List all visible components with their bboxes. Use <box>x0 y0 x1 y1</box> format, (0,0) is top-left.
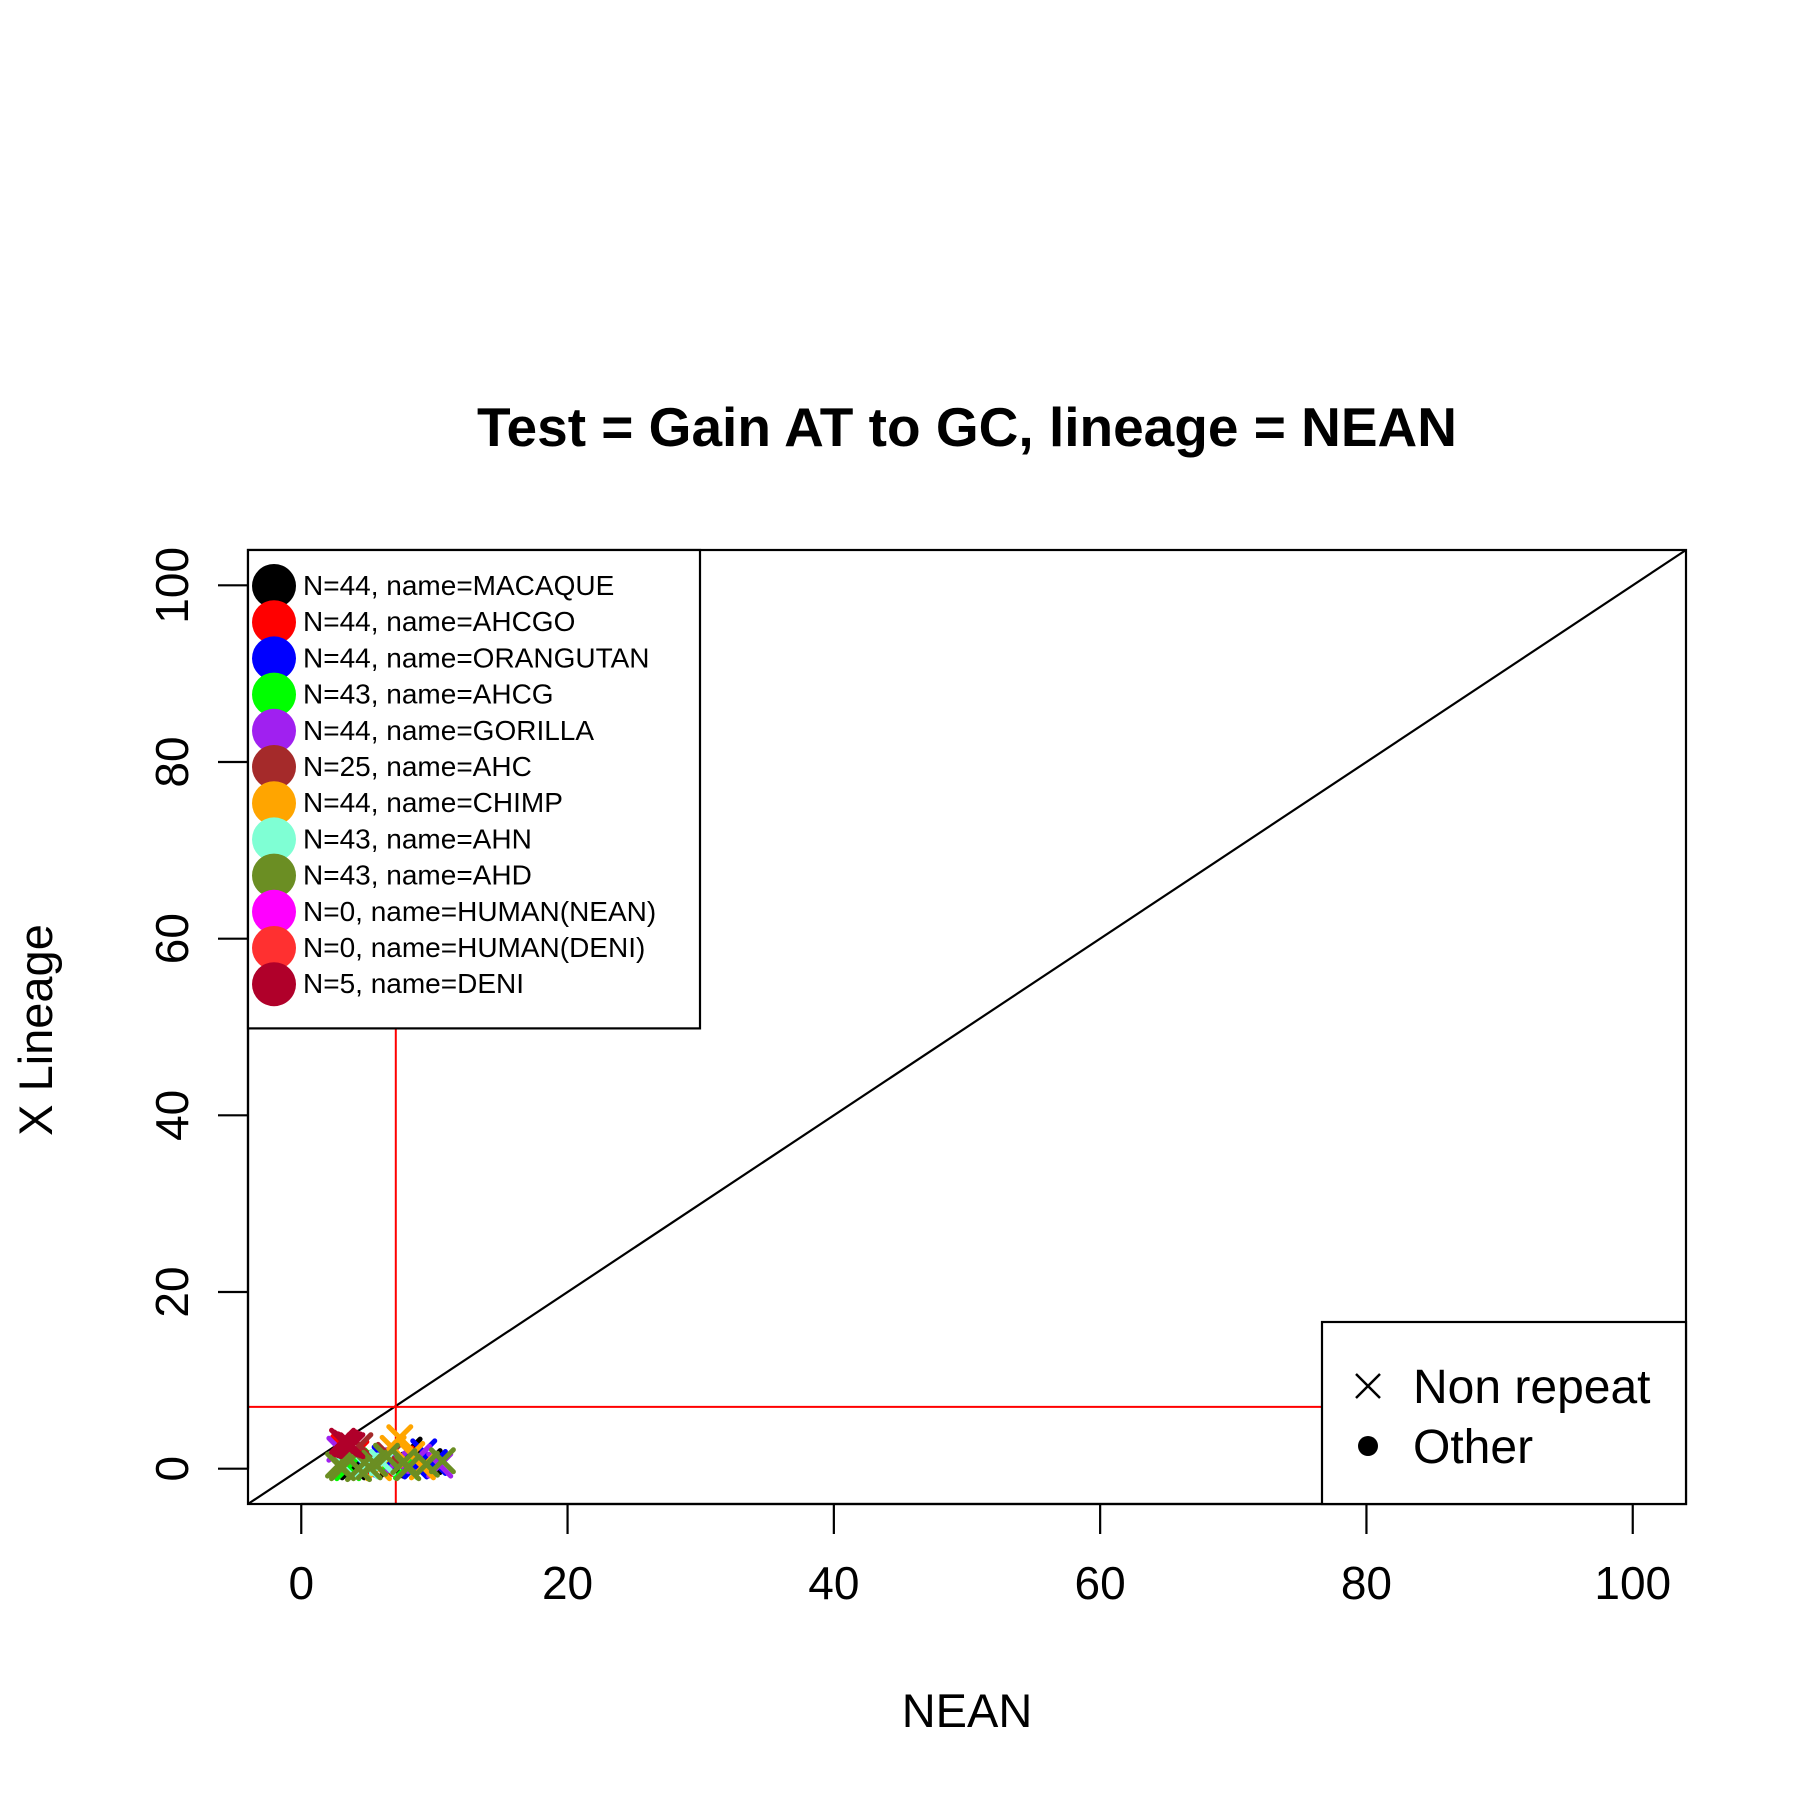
legend-swatch <box>252 853 296 898</box>
chart-title: Test = Gain AT to GC, lineage = NEAN <box>477 396 1457 458</box>
legend-label: N=44, name=CHIMP <box>303 787 563 818</box>
legend-swatch <box>252 636 296 681</box>
legend-swatch <box>252 564 296 608</box>
legend-swatch <box>252 817 296 862</box>
x-tick-label: 60 <box>1075 1557 1126 1609</box>
diagonal-line <box>247 549 1687 1505</box>
y-tick-label: 100 <box>146 547 198 624</box>
legend-label: N=44, name=ORANGUTAN <box>303 642 650 673</box>
legend-label: N=44, name=AHCGO <box>303 606 575 637</box>
legend-label: N=43, name=AHCG <box>303 679 554 710</box>
point-stroke <box>428 1447 456 1475</box>
shape-legend-box <box>1320 1320 1688 1506</box>
point-stroke <box>325 1451 353 1479</box>
y-tick-label: 80 <box>146 736 198 787</box>
legend-label: N=44, name=GORILLA <box>303 715 594 746</box>
symbol-stroke <box>1355 1373 1381 1399</box>
x-tick-label: 20 <box>542 1557 593 1609</box>
axes: 0 20 40 60 80 100 0 20 40 60 80 100 <box>146 547 1688 1609</box>
shape-legend-label: Other <box>1413 1421 1533 1474</box>
x-tick-label: 0 <box>288 1557 314 1609</box>
data-point <box>355 1453 383 1481</box>
shape-legend: Non repeat Other <box>1320 1320 1688 1506</box>
data-point <box>338 1432 366 1460</box>
x-tick-label: 80 <box>1341 1557 1392 1609</box>
legend-label: N=0, name=HUMAN(DENI) <box>303 932 645 963</box>
legend-label: N=44, name=MACAQUE <box>303 570 614 601</box>
shape-legend-label: Non repeat <box>1413 1361 1651 1414</box>
point-stroke <box>394 1454 422 1482</box>
legend-label: N=25, name=AHC <box>303 751 532 782</box>
legend-label: N=43, name=AHN <box>303 823 532 854</box>
legend-swatch <box>252 745 296 789</box>
legend-swatch <box>252 672 296 717</box>
data-point <box>412 1450 440 1478</box>
legend-swatch <box>252 889 296 934</box>
x-tick-label: 40 <box>808 1557 859 1609</box>
legend-swatch <box>252 962 296 1007</box>
y-tick-label: 60 <box>146 913 198 964</box>
y-axis-label: X Lineage <box>9 924 62 1136</box>
y-tick-label: 40 <box>146 1090 198 1141</box>
legend-label: N=43, name=AHD <box>303 860 532 891</box>
data-points <box>325 1424 456 1483</box>
dot-symbol-icon <box>1358 1436 1378 1456</box>
point-stroke <box>333 1430 361 1458</box>
data-point <box>325 1451 353 1479</box>
x-axis-label: NEAN <box>902 1684 1033 1737</box>
legend-box <box>246 548 702 1030</box>
x-tick-label: 100 <box>1594 1557 1671 1609</box>
point-stroke <box>338 1432 366 1460</box>
cross-symbol-icon <box>1355 1373 1381 1399</box>
legend-label: N=0, name=HUMAN(NEAN) <box>303 896 656 927</box>
legend-swatch <box>252 926 296 970</box>
legend-swatch <box>252 708 296 753</box>
point-stroke <box>355 1453 383 1481</box>
data-point <box>333 1430 361 1458</box>
series-legend: N=44, name=MACAQUE N=44, name=AHCGO N=44, … <box>246 548 702 1030</box>
y-tick-label: 0 <box>146 1456 198 1482</box>
point-stroke <box>412 1450 440 1478</box>
y-tick-label: 20 <box>146 1266 198 1317</box>
legend-label: N=5, name=DENI <box>303 968 524 999</box>
legend-swatch <box>252 781 296 826</box>
legend-swatch <box>252 600 296 645</box>
